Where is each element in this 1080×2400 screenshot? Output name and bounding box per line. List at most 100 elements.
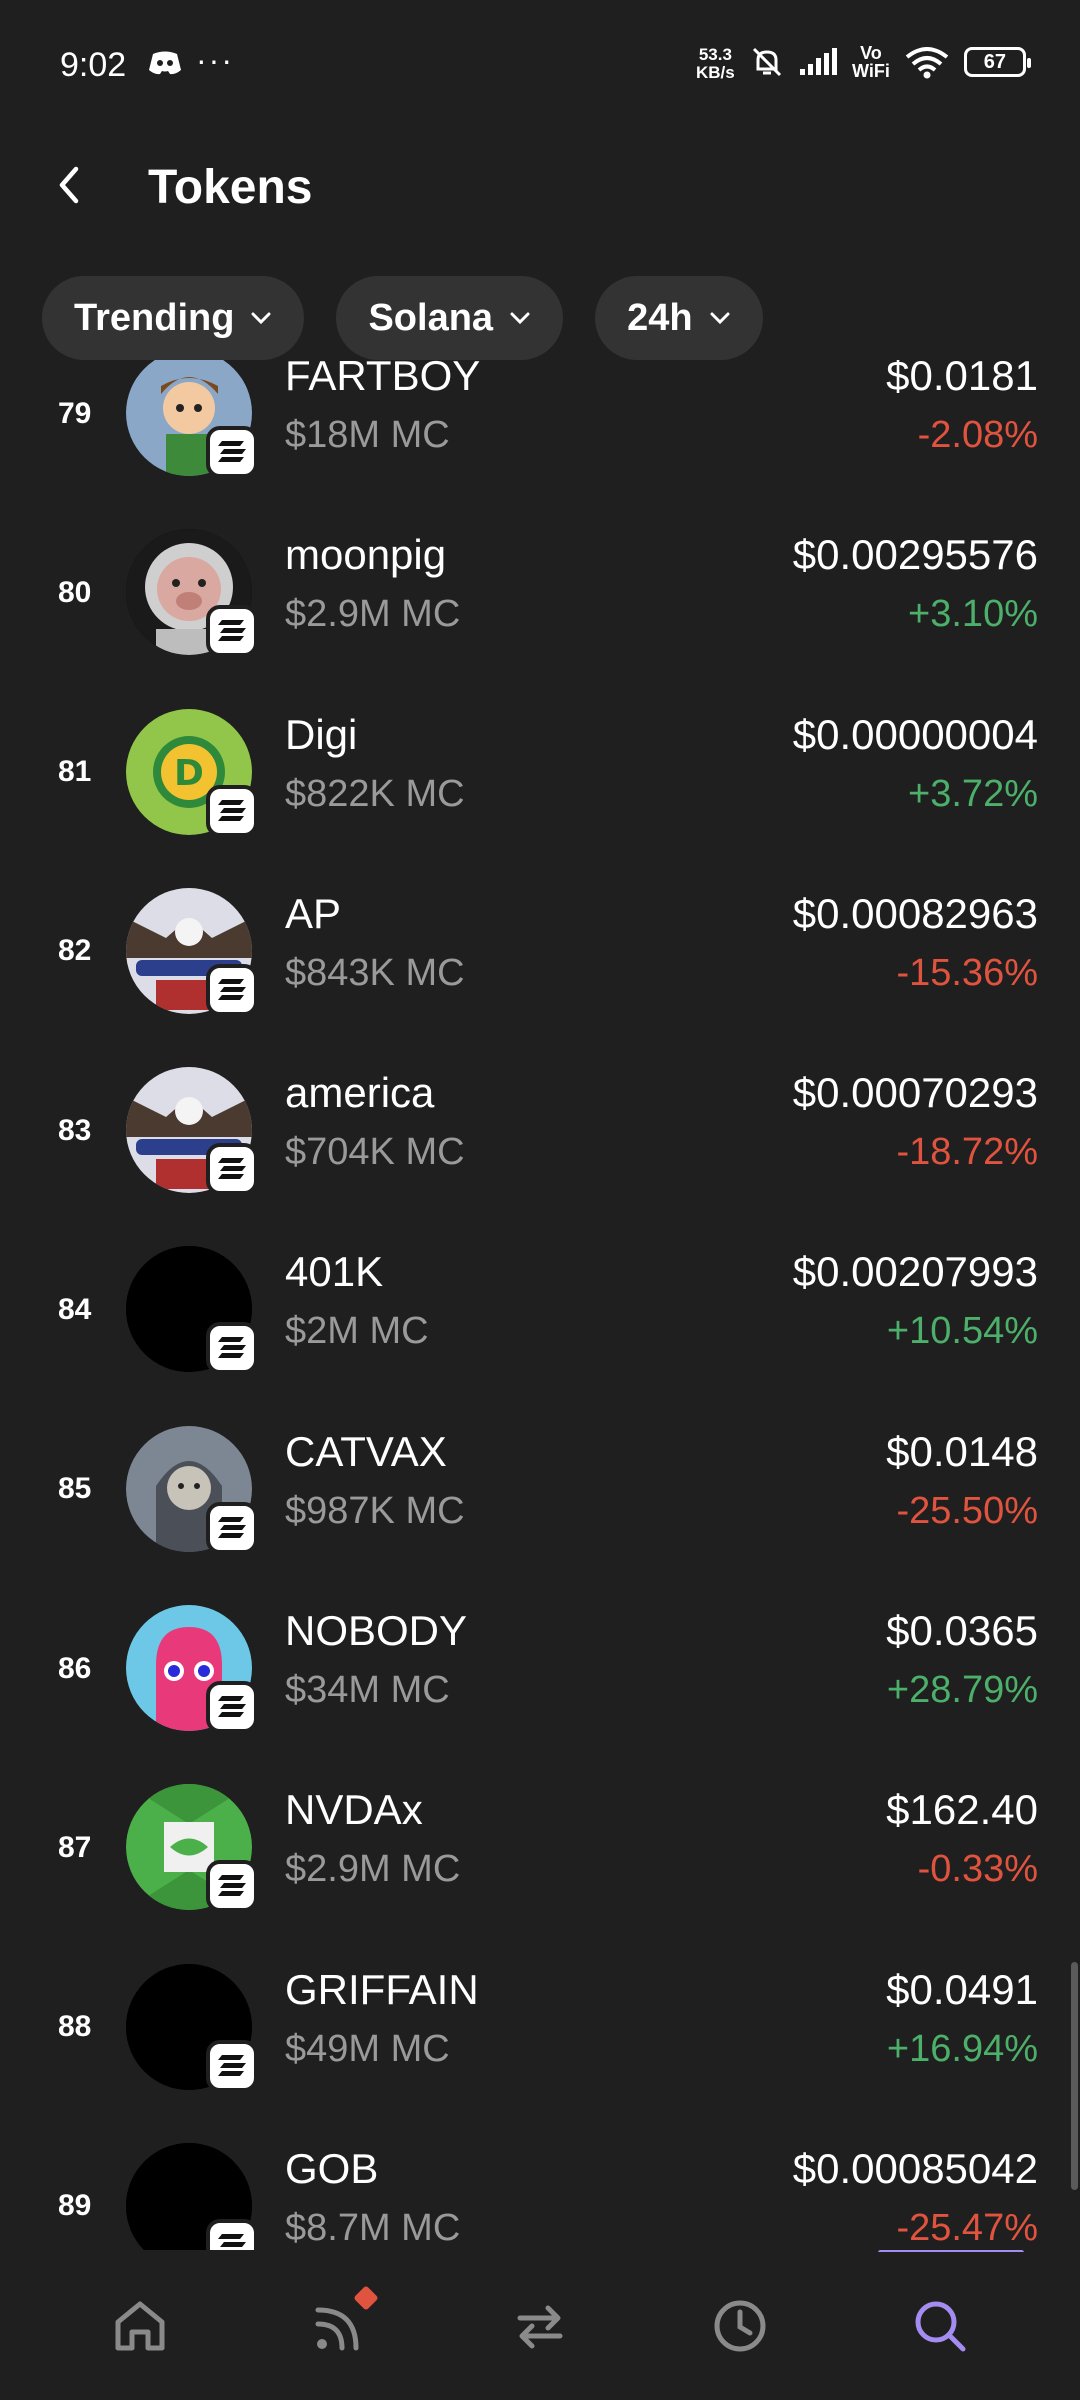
token-row[interactable]: 87 NVDAx $2.9M MC $162.40 -0.33% <box>0 1758 1080 1937</box>
token-logo <box>126 1246 252 1373</box>
more-notifications-icon: ··· <box>196 42 234 78</box>
chain-badge <box>206 1681 258 1734</box>
token-list[interactable]: 79 FARTBOY $18M MC $0.0181 -2.08% 80 moonpig $2… <box>0 360 1080 2250</box>
token-name: Digi <box>285 710 358 758</box>
token-row[interactable]: 88 GRIFFAIN $49M MC $0.0491 +16.94% <box>0 1938 1080 2117</box>
back-button[interactable] <box>44 160 94 210</box>
token-name: CATVAX <box>285 1427 447 1475</box>
mute-bell-icon <box>752 47 782 77</box>
token-price: $0.00207993 <box>792 1248 1038 1296</box>
filter-chain[interactable]: Solana <box>336 276 564 360</box>
nav-search[interactable] <box>895 2281 985 2371</box>
chevron-down-icon <box>251 312 271 325</box>
nav-feed[interactable] <box>295 2281 385 2371</box>
token-avatar <box>126 1246 258 1375</box>
nav-home[interactable] <box>95 2281 185 2371</box>
token-price: $0.00085042 <box>792 2144 1038 2192</box>
nav-history[interactable] <box>695 2281 785 2371</box>
filter-bar: Trending Solana 24h <box>42 276 763 360</box>
token-rank: 89 <box>58 2189 92 2223</box>
token-rank: 85 <box>58 1472 92 1506</box>
token-avatar <box>126 887 258 1016</box>
token-name: FARTBOY <box>285 360 481 399</box>
token-avatar <box>126 1605 258 1734</box>
chevron-down-icon <box>510 312 530 325</box>
network-speed: 53.3 KB/s <box>696 46 735 82</box>
home-icon <box>115 2301 165 2351</box>
token-avatar: D <box>126 708 258 837</box>
token-row[interactable]: 86 NOBODY $34M MC $0.0365 +28.79% <box>0 1579 1080 1758</box>
token-price: $162.40 <box>886 1786 1038 1834</box>
chain-badge <box>206 1860 258 1913</box>
token-market-cap: $2M MC <box>285 1310 429 1353</box>
token-change: -2.08% <box>917 414 1038 456</box>
token-market-cap: $18M MC <box>285 414 450 456</box>
token-market-cap: $49M MC <box>285 2027 450 2070</box>
token-change: -15.36% <box>896 951 1038 994</box>
token-avatar <box>126 1067 258 1196</box>
token-name: america <box>285 1069 435 1117</box>
filter-trending[interactable]: Trending <box>42 276 305 360</box>
token-row[interactable]: 85 CATVAX $987K MC $0.0148 -25.50% <box>0 1400 1080 1579</box>
scrollbar[interactable] <box>1071 1962 1078 2190</box>
token-row[interactable]: 82 AP $843K MC $0.00082963 -15.36% <box>0 862 1080 1041</box>
bottom-nav <box>0 2252 1080 2400</box>
filter-label: 24h <box>627 296 693 339</box>
filter-timeframe[interactable]: 24h <box>595 276 763 360</box>
token-row[interactable]: 80 moonpig $2.9M MC $0.00295576 +3.10% <box>0 503 1080 682</box>
token-avatar <box>126 1784 258 1913</box>
swap-icon <box>517 2305 563 2349</box>
token-market-cap: $822K MC <box>285 772 465 815</box>
filter-label: Trending <box>74 296 235 339</box>
chevron-left-icon <box>59 166 79 204</box>
solana-icon <box>218 620 246 642</box>
vowifi-indicator: Vo WiFi <box>852 44 890 80</box>
signal-icon <box>800 48 837 75</box>
token-rank: 81 <box>58 755 92 789</box>
token-avatar <box>126 360 258 478</box>
token-name: NVDAx <box>285 1786 423 1834</box>
token-market-cap: $987K MC <box>285 1489 465 1532</box>
filter-label: Solana <box>368 296 494 339</box>
token-change: -25.47% <box>896 2206 1038 2249</box>
discord-icon <box>149 51 181 75</box>
solana-icon <box>218 1696 246 1718</box>
token-rank: 86 <box>58 1651 92 1685</box>
token-rank: 80 <box>58 575 92 609</box>
page-title: Tokens <box>148 161 313 214</box>
token-row[interactable]: 89 GOB $8.7M MC $0.00085042 -25.47% <box>0 2117 1080 2250</box>
status-time: 9:02 <box>60 46 127 84</box>
token-name: GOB <box>285 2144 379 2192</box>
token-name: AP <box>285 889 342 937</box>
token-rank: 87 <box>58 1830 92 1864</box>
token-price: $0.00295576 <box>792 531 1038 579</box>
solana-icon <box>218 1516 246 1538</box>
solana-icon <box>218 2054 246 2076</box>
chain-badge <box>206 784 258 837</box>
token-change: -0.33% <box>917 1848 1038 1891</box>
speed-value: 53.3 <box>698 45 732 64</box>
vowifi-bottom: WiFi <box>852 61 890 81</box>
token-rank: 88 <box>58 2010 92 2044</box>
search-icon <box>915 2301 966 2352</box>
token-avatar <box>126 2142 258 2250</box>
token-avatar <box>126 529 258 658</box>
chain-badge <box>206 605 258 658</box>
token-change: +10.54% <box>886 1310 1038 1353</box>
token-rank: 84 <box>58 1292 92 1326</box>
chevron-down-icon <box>710 312 730 325</box>
token-row[interactable]: 83 america $704K MC $0.00070293 -18.72% <box>0 1041 1080 1220</box>
token-row[interactable]: 81 D Digi $822K MC $0.00000004 +3.72% <box>0 683 1080 862</box>
token-row[interactable]: 79 FARTBOY $18M MC $0.0181 -2.08% <box>0 360 1080 503</box>
token-row[interactable]: 84 401K $2M MC $0.00207993 +10.54% <box>0 1220 1080 1399</box>
token-rank: 82 <box>58 934 92 968</box>
token-price: $0.0148 <box>886 1427 1038 1475</box>
token-market-cap: $34M MC <box>285 1669 450 1712</box>
solana-icon <box>218 1875 246 1897</box>
nav-swap[interactable] <box>495 2281 585 2371</box>
solana-icon <box>218 978 246 1000</box>
token-change: +16.94% <box>886 2027 1038 2070</box>
chain-badge <box>206 1501 258 1554</box>
token-change: +28.79% <box>886 1669 1038 1712</box>
status-icons: Vo WiFi 67 <box>750 44 1031 80</box>
